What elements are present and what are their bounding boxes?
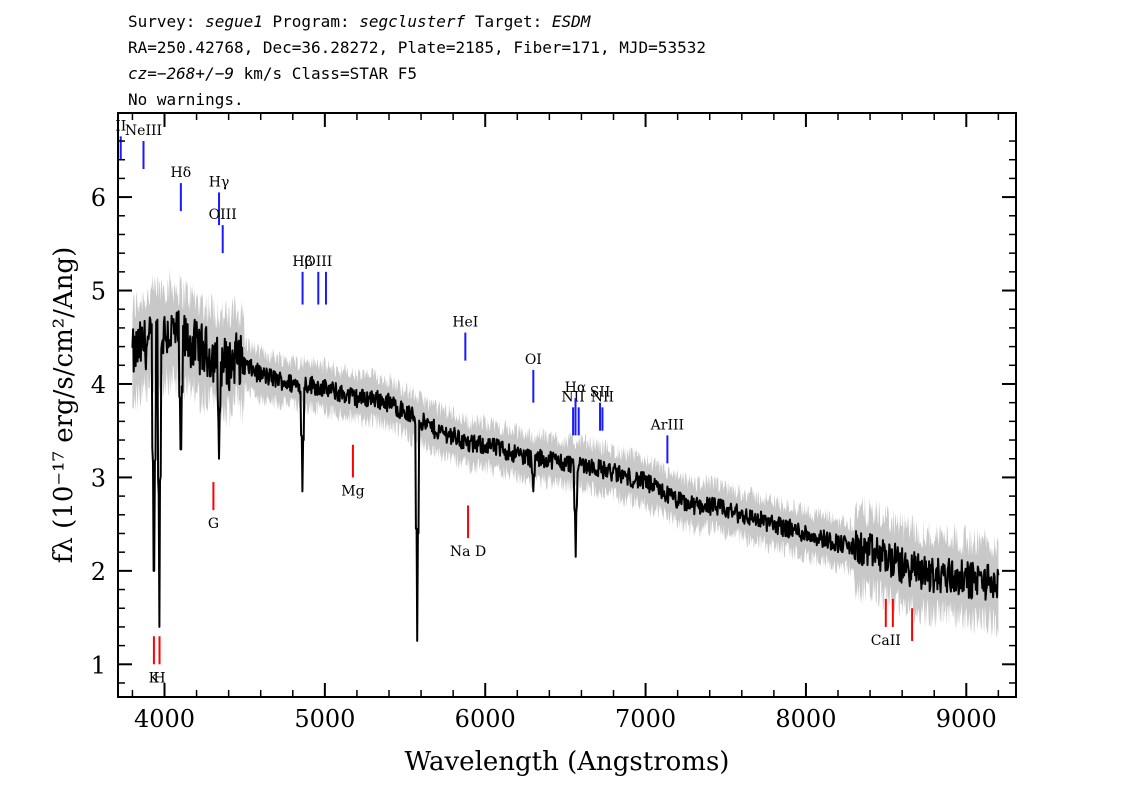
- line-marker-label: CaII: [871, 633, 901, 649]
- target-label: Target:: [474, 12, 543, 31]
- class-info: km/s Class=STAR F5: [243, 64, 417, 83]
- x-tick-label: 5000: [294, 705, 355, 733]
- y-tick-label: 2: [91, 558, 106, 586]
- flux-line: [131, 310, 1000, 642]
- target-value: ESDM: [551, 12, 591, 31]
- line-marker-label: Mg: [341, 483, 364, 499]
- flux-series: [131, 310, 1000, 642]
- error-band: [132, 267, 999, 639]
- y-tick-label: 1: [91, 651, 106, 679]
- line-marker-label: Hγ: [209, 174, 230, 190]
- line-marker-label: Hα: [565, 380, 587, 396]
- x-tick-label: 8000: [775, 705, 836, 733]
- header-line-3: cz=−268+/−9 km/s Class=STAR F5: [128, 66, 417, 82]
- line-marker-label: OIII: [304, 254, 332, 270]
- axis-ticks: 4000 5000 6000 7000 8000 9000 1 2 3 4 5 6: [91, 113, 1016, 733]
- y-tick-label: 5: [91, 278, 106, 306]
- line-marker-label: II: [115, 118, 126, 134]
- y-tick-label: 6: [91, 184, 106, 212]
- line-marker-label: NII: [591, 389, 614, 405]
- survey-label: Survey:: [128, 12, 196, 31]
- line-marker-label: OI: [525, 352, 542, 368]
- line-marker-label: ArIII: [650, 417, 684, 433]
- header-line-1: Survey: segue1 Program: segclusterf Targ…: [128, 14, 590, 30]
- y-tick-label: 3: [91, 464, 106, 492]
- header-line-4: No warnings.: [128, 90, 244, 109]
- x-tick-label: 7000: [615, 705, 676, 733]
- line-marker-label: NeIII: [125, 123, 162, 139]
- velocity-value: cz=−268+/−9: [128, 64, 234, 83]
- x-axis-label: Wavelength (Angstroms): [405, 747, 730, 777]
- line-marker-label: SII: [590, 385, 611, 401]
- line-marker-label: OIII: [209, 207, 237, 223]
- plot-frame: [117, 112, 1017, 698]
- x-tick-label: 9000: [936, 705, 997, 733]
- line-marker-label: G: [208, 516, 219, 532]
- line-marker-label: NII: [561, 389, 584, 405]
- x-tick-label: 4000: [134, 705, 195, 733]
- x-tick-label: 6000: [455, 705, 516, 733]
- line-marker-label: Na D: [450, 544, 486, 560]
- line-marker-label: H: [153, 670, 165, 686]
- survey-value: segue1: [205, 12, 263, 31]
- y-axis-label: fλ (10⁻¹⁷ erg/s/cm²/Ang): [49, 247, 79, 563]
- program-value: segclusterf: [359, 12, 466, 31]
- header-line-2: RA=250.42768, Dec=36.28272, Plate=2185, …: [128, 38, 706, 57]
- line-marker-label: K: [149, 670, 160, 686]
- y-tick-label: 4: [91, 371, 106, 399]
- line-marker-label: Hδ: [171, 165, 192, 181]
- line-marker-label: HeI: [452, 315, 478, 331]
- program-label: Program:: [272, 12, 350, 31]
- line-marker-label: Hβ: [292, 254, 312, 270]
- error-band-area: [132, 267, 999, 639]
